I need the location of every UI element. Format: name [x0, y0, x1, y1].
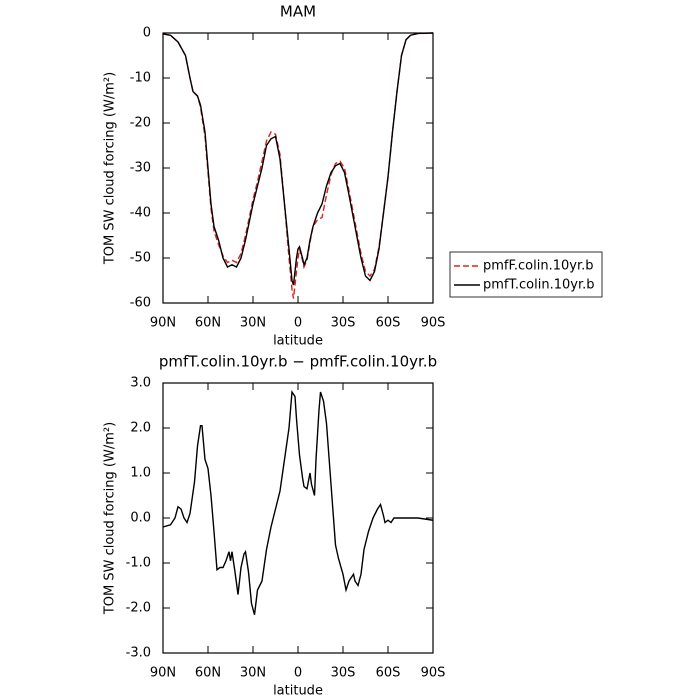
x-tick-label: 30N: [240, 666, 266, 681]
y-tick-label: 1.0: [130, 466, 151, 481]
y-axis-label: TOM SW cloud forcing (W/m²): [103, 72, 118, 265]
x-tick-label: 60S: [376, 666, 401, 681]
y-tick-label: -30: [130, 161, 151, 176]
legend-label: pmfT.colin.10yr.b: [483, 278, 595, 293]
x-tick-label: 90N: [150, 316, 176, 331]
x-axis-label: latitude: [273, 334, 323, 349]
y-tick-label: 0: [143, 26, 151, 41]
legend-box: [449, 251, 603, 298]
x-tick-label: 90S: [421, 666, 446, 681]
y-tick-label: -2.0: [126, 601, 151, 616]
y-tick-label: -50: [130, 251, 151, 266]
x-tick-label: 0: [294, 316, 302, 331]
chart-title: MAM: [280, 3, 316, 21]
data-line: [162, 32, 434, 299]
y-tick-label: -40: [130, 206, 151, 221]
x-tick-label: 60N: [195, 316, 221, 331]
x-tick-label: 30S: [331, 666, 356, 681]
x-tick-label: 60S: [376, 316, 401, 331]
chart-title: pmfT.colin.10yr.b − pmfF.colin.10yr.b: [159, 353, 437, 371]
y-tick-label: 2.0: [130, 421, 151, 436]
y-tick-label: -10: [130, 71, 151, 86]
y-tick-label: -20: [130, 116, 151, 131]
y-tick-label: -60: [130, 296, 151, 311]
y-tick-label: -3.0: [126, 646, 151, 661]
y-tick-label: 0.0: [130, 511, 151, 526]
y-tick-label: -1.0: [126, 556, 151, 571]
x-tick-label: 90N: [150, 666, 176, 681]
x-tick-label: 90S: [421, 316, 446, 331]
x-tick-label: 30N: [240, 316, 266, 331]
x-tick-label: 0: [294, 666, 302, 681]
data-line: [162, 32, 434, 286]
plot-frame: [162, 382, 434, 654]
x-tick-label: 60N: [195, 666, 221, 681]
x-tick-label: 30S: [331, 316, 356, 331]
data-line: [162, 389, 434, 615]
x-axis-label: latitude: [273, 684, 323, 699]
y-axis-label: TOM SW cloud forcing (W/m²): [103, 422, 118, 615]
legend-label: pmfF.colin.10yr.b: [483, 259, 593, 274]
y-tick-label: 3.0: [130, 376, 151, 391]
